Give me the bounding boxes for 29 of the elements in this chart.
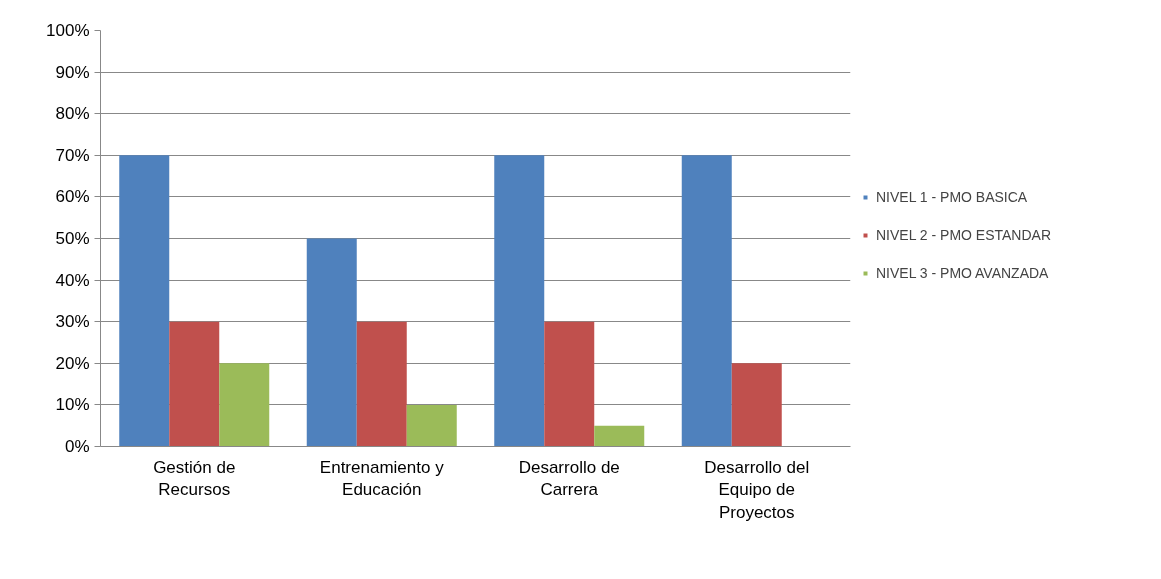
bar — [594, 425, 645, 447]
y-tick-label: 50% — [55, 229, 90, 248]
legend-label: NIVEL 1 - PMO BASICA — [876, 189, 1028, 205]
bar — [544, 321, 595, 447]
bar — [356, 321, 407, 447]
x-tick-label: Desarrollo de Carrera — [518, 457, 620, 500]
bar — [119, 155, 170, 447]
y-tick-label: 60% — [55, 187, 90, 207]
y-tick-label: 100% — [46, 21, 90, 40]
bar — [169, 321, 220, 447]
bar — [306, 238, 357, 447]
legend-label: NIVEL 3 - PMO AVANZADA — [876, 265, 1049, 281]
y-tick-label: 30% — [55, 312, 90, 332]
legend-label: NIVEL 2 - PMO ESTANDAR — [876, 227, 1052, 243]
bar — [219, 363, 270, 447]
x-tick-label: Desarrollo del Equipo de Proyectos — [704, 457, 810, 523]
x-tick-label: Gestión de Recursos — [153, 457, 236, 500]
y-tick-label: 90% — [55, 62, 90, 82]
bar — [406, 404, 457, 447]
bar — [494, 155, 545, 447]
y-tick-label: 10% — [55, 395, 90, 415]
x-tick-label: Entrenamiento y Educación — [319, 457, 445, 500]
y-tick-label: 20% — [55, 353, 90, 373]
bar — [731, 363, 782, 447]
y-tick-label: 70% — [55, 145, 90, 165]
y-tick-label: 80% — [55, 104, 90, 124]
y-tick-label: 40% — [55, 270, 90, 290]
bar — [681, 155, 732, 447]
y-tick-label: 0% — [64, 437, 90, 456]
